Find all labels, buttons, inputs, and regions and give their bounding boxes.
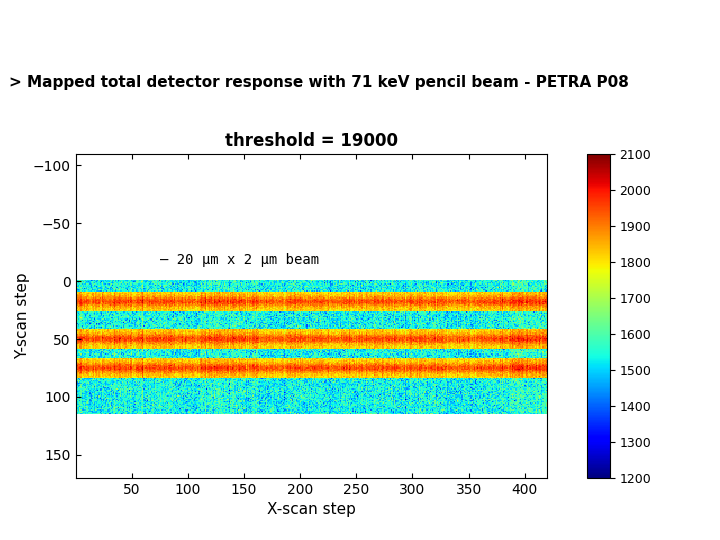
X-axis label: X-scan step: X-scan step xyxy=(267,502,356,517)
Y-axis label: Y-scan step: Y-scan step xyxy=(15,273,30,359)
Text: Beam scan test (CdTe) – charge summing off: Beam scan test (CdTe) – charge summing o… xyxy=(9,21,532,41)
Text: – 20 μm x 2 μm beam: – 20 μm x 2 μm beam xyxy=(160,253,319,267)
Text: > Mapped total detector response with 71 keV pencil beam - PETRA P08: > Mapped total detector response with 71… xyxy=(9,75,629,90)
Title: threshold = 19000: threshold = 19000 xyxy=(225,132,398,150)
